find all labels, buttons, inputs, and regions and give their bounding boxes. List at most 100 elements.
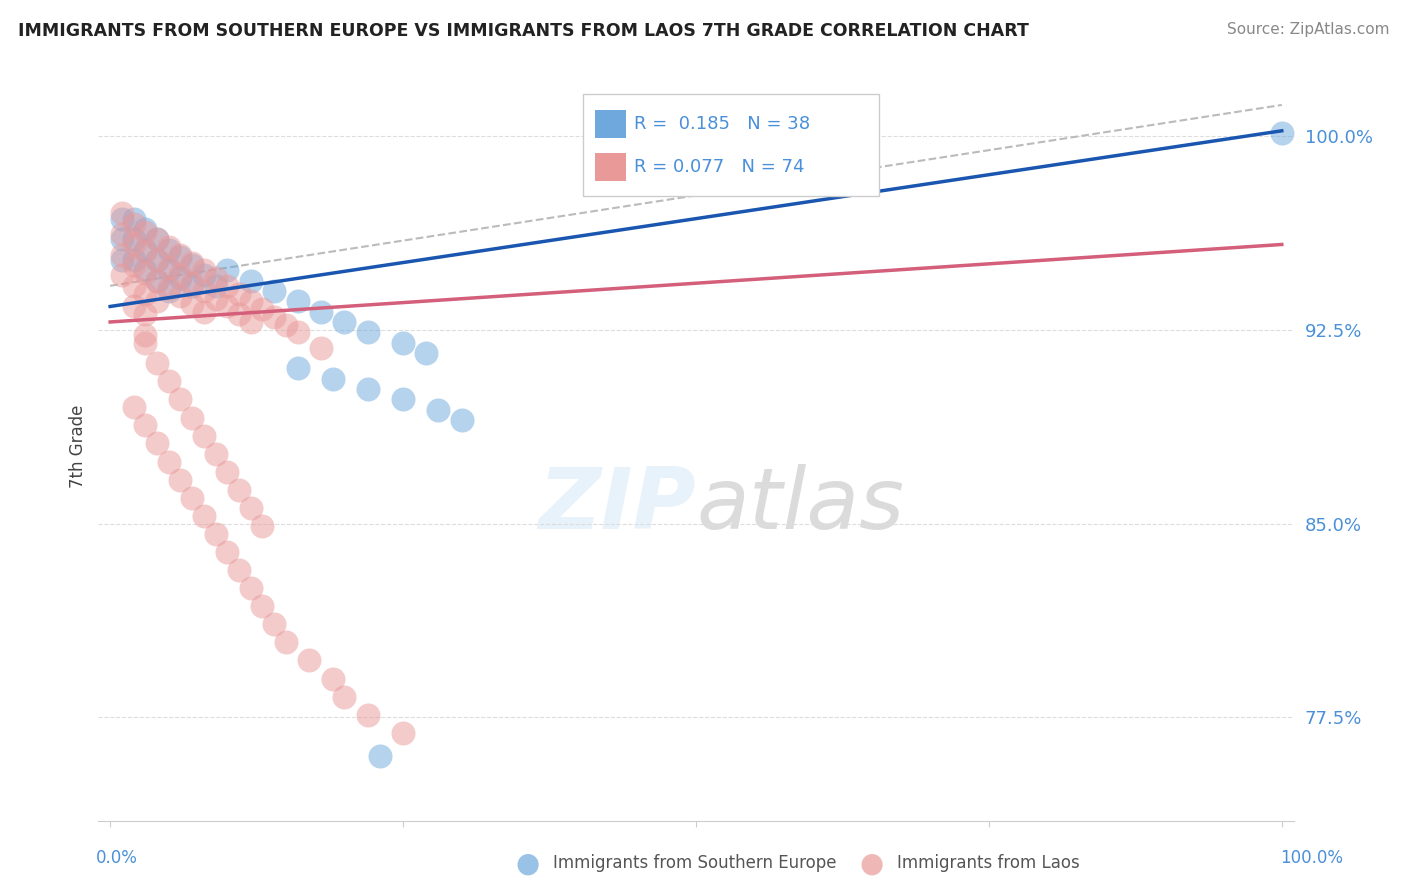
Text: ●: ●	[859, 849, 884, 878]
Point	[169, 251, 191, 265]
Point	[217, 300, 239, 314]
Point	[392, 392, 415, 407]
Point	[204, 526, 226, 541]
Point	[111, 268, 134, 283]
Point	[252, 301, 274, 316]
Point	[193, 263, 215, 277]
Point	[368, 749, 391, 764]
Text: 100.0%: 100.0%	[1279, 849, 1343, 867]
Point	[111, 227, 134, 241]
Point	[169, 473, 191, 487]
Point	[274, 635, 297, 649]
Text: IMMIGRANTS FROM SOUTHERN EUROPE VS IMMIGRANTS FROM LAOS 7TH GRADE CORRELATION CH: IMMIGRANTS FROM SOUTHERN EUROPE VS IMMIG…	[18, 22, 1029, 40]
Point	[322, 372, 344, 386]
Point	[239, 274, 262, 288]
Text: ●: ●	[515, 849, 540, 878]
Point	[146, 252, 169, 267]
Text: ZIP: ZIP	[538, 465, 696, 548]
Point	[146, 356, 169, 370]
Point	[217, 278, 239, 293]
Text: Immigrants from Laos: Immigrants from Laos	[897, 855, 1080, 872]
Point	[122, 211, 145, 226]
Point	[169, 392, 191, 407]
Point	[134, 266, 156, 280]
Point	[392, 335, 415, 350]
Point	[111, 206, 134, 220]
Text: R =  0.185   N = 38: R = 0.185 N = 38	[634, 115, 810, 133]
Point	[193, 284, 215, 298]
Point	[263, 310, 285, 324]
Point	[134, 335, 156, 350]
Point	[217, 465, 239, 479]
Point	[122, 232, 145, 246]
Point	[193, 428, 215, 442]
Point	[217, 263, 239, 277]
Point	[287, 326, 309, 340]
Point	[193, 304, 215, 318]
Point	[181, 255, 204, 269]
Point	[134, 245, 156, 260]
Point	[263, 617, 285, 632]
Point	[111, 252, 134, 267]
Point	[181, 410, 204, 425]
Point	[450, 413, 472, 427]
Point	[357, 382, 380, 396]
Point	[157, 281, 180, 295]
Point	[122, 258, 145, 272]
Point	[239, 315, 262, 329]
Point	[181, 278, 204, 293]
Point	[181, 297, 204, 311]
Point	[357, 326, 380, 340]
Point	[146, 274, 169, 288]
Point	[287, 294, 309, 309]
Point	[228, 483, 250, 497]
Text: Source: ZipAtlas.com: Source: ZipAtlas.com	[1226, 22, 1389, 37]
Point	[204, 447, 226, 461]
Point	[392, 726, 415, 740]
Point	[111, 232, 134, 246]
Point	[239, 581, 262, 595]
Point	[157, 375, 180, 389]
Point	[252, 519, 274, 533]
Point	[122, 278, 145, 293]
Point	[134, 307, 156, 321]
Point	[217, 545, 239, 559]
Point	[427, 402, 450, 417]
Point	[134, 225, 156, 239]
Point	[146, 232, 169, 246]
Point	[415, 346, 437, 360]
Point	[146, 436, 169, 450]
Point	[228, 307, 250, 321]
Point	[169, 268, 191, 283]
Point	[122, 217, 145, 231]
Point	[134, 418, 156, 433]
Point	[169, 271, 191, 285]
Point	[333, 690, 356, 704]
Text: 0.0%: 0.0%	[96, 849, 138, 867]
Point	[204, 278, 226, 293]
Point	[146, 252, 169, 267]
Point	[134, 327, 156, 342]
Point	[134, 222, 156, 236]
Point	[157, 454, 180, 468]
Point	[239, 294, 262, 309]
Point	[263, 284, 285, 298]
Point	[157, 263, 180, 277]
Point	[122, 252, 145, 267]
Point	[357, 707, 380, 722]
Point	[146, 274, 169, 288]
Point	[228, 563, 250, 577]
Point	[122, 300, 145, 314]
Point	[181, 277, 204, 291]
Point	[134, 263, 156, 277]
Point	[181, 258, 204, 272]
Point	[204, 271, 226, 285]
Point	[333, 315, 356, 329]
Point	[322, 672, 344, 686]
Point	[252, 599, 274, 614]
Point	[169, 248, 191, 262]
Point	[157, 243, 180, 257]
Point	[181, 491, 204, 505]
Point	[274, 318, 297, 332]
Point	[122, 401, 145, 415]
